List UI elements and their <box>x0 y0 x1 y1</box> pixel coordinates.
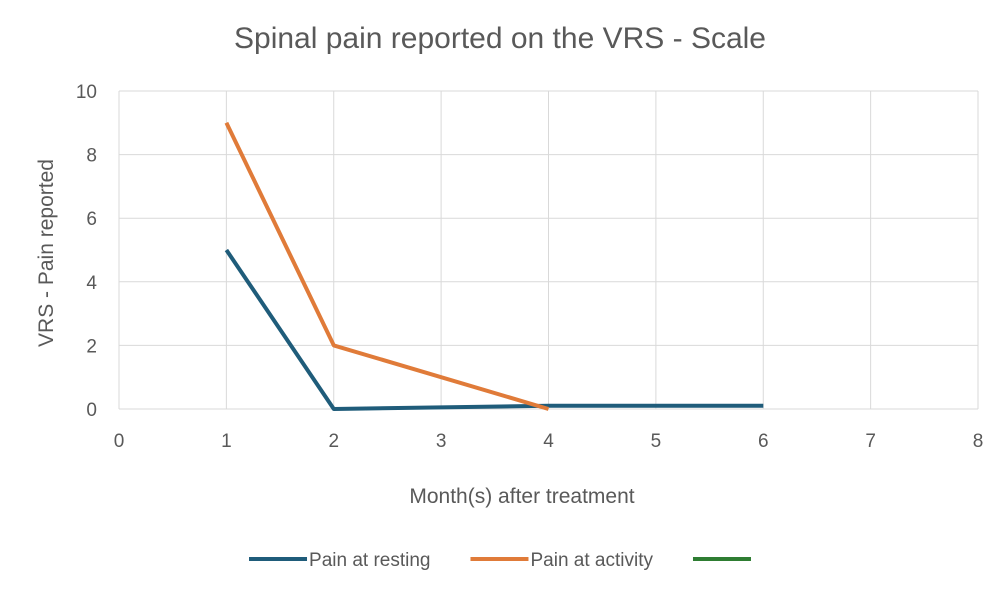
legend-label-1: Pain at resting <box>309 550 430 571</box>
x-tick-label: 1 <box>221 431 232 452</box>
y-tick-label: 6 <box>86 209 97 230</box>
x-tick-labels: 0 1 2 3 4 5 6 7 8 <box>114 431 984 452</box>
y-tick-label: 2 <box>86 336 97 357</box>
legend: Pain at resting Pain at activity <box>249 550 751 571</box>
chart-title: Spinal pain reported on the VRS - Scale <box>234 22 766 55</box>
x-tick-label: 7 <box>865 431 876 452</box>
y-axis-label: VRS - Pain reported <box>35 159 58 347</box>
x-axis-label: Month(s) after treatment <box>409 485 634 508</box>
series-line-2 <box>224 121 550 411</box>
x-tick-label: 0 <box>114 431 125 452</box>
x-tick-label: 6 <box>758 431 769 452</box>
series-line-1 <box>224 248 764 411</box>
legend-label-2: Pain at activity <box>530 550 653 571</box>
y-tick-label: 10 <box>76 82 97 103</box>
x-tick-label: 8 <box>973 431 984 452</box>
x-tick-label: 3 <box>436 431 447 452</box>
x-tick-label: 5 <box>651 431 662 452</box>
y-tick-label: 0 <box>86 400 97 421</box>
x-tick-label: 2 <box>328 431 339 452</box>
x-tick-label: 4 <box>543 431 554 452</box>
y-tick-label: 8 <box>86 146 97 167</box>
y-tick-labels: 0 2 4 6 8 10 <box>76 82 98 421</box>
gridlines <box>118 90 979 410</box>
y-tick-label: 4 <box>86 273 97 294</box>
series-layer <box>224 121 764 411</box>
